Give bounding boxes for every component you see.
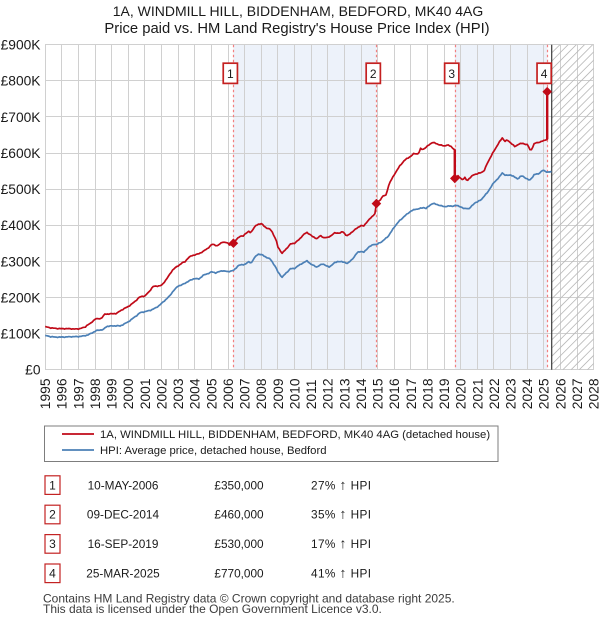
svg-text:2028: 2028 — [587, 378, 600, 409]
svg-text:Contains HM Land Registry data: Contains HM Land Registry data © Crown c… — [43, 592, 455, 606]
svg-text:2017: 2017 — [404, 378, 419, 409]
svg-text:2009: 2009 — [271, 378, 286, 409]
svg-text:2000: 2000 — [121, 378, 136, 409]
svg-text:2027: 2027 — [570, 378, 585, 409]
svg-text:35% ↑ HPI: 35% ↑ HPI — [311, 506, 371, 522]
svg-text:10-MAY-2006: 10-MAY-2006 — [88, 478, 159, 492]
svg-text:2007: 2007 — [238, 378, 253, 409]
svg-text:41% ↑ HPI: 41% ↑ HPI — [311, 565, 371, 581]
svg-text:£530,000: £530,000 — [214, 537, 264, 551]
svg-text:£460,000: £460,000 — [214, 508, 264, 522]
svg-text:£500K: £500K — [1, 182, 42, 197]
svg-text:2020: 2020 — [454, 378, 469, 409]
svg-text:25-MAR-2025: 25-MAR-2025 — [86, 567, 160, 581]
svg-text:2005: 2005 — [204, 378, 219, 409]
svg-text:2016: 2016 — [387, 378, 402, 409]
svg-text:2014: 2014 — [354, 378, 369, 409]
svg-text:Price paid vs. HM Land Registr: Price paid vs. HM Land Registry's House … — [104, 21, 489, 37]
svg-text:16-SEP-2019: 16-SEP-2019 — [88, 537, 159, 551]
svg-text:1A, WINDMILL HILL, BIDDENHAM,: 1A, WINDMILL HILL, BIDDENHAM, BEDFORD, M… — [113, 3, 484, 19]
svg-text:£900K: £900K — [1, 38, 42, 53]
svg-text:2: 2 — [370, 67, 377, 81]
svg-text:2023: 2023 — [503, 378, 518, 409]
svg-text:1: 1 — [49, 478, 56, 492]
svg-text:4: 4 — [541, 67, 548, 81]
svg-text:4: 4 — [49, 567, 56, 581]
svg-text:£300K: £300K — [1, 254, 42, 269]
svg-text:1998: 1998 — [88, 378, 103, 409]
svg-text:£600K: £600K — [1, 146, 42, 161]
svg-text:09-DEC-2014: 09-DEC-2014 — [87, 508, 160, 522]
svg-text:1997: 1997 — [71, 378, 86, 409]
svg-text:1999: 1999 — [105, 378, 120, 409]
svg-text:£0: £0 — [25, 363, 41, 378]
svg-text:2024: 2024 — [520, 378, 535, 409]
svg-text:2022: 2022 — [487, 378, 502, 409]
svg-text:1996: 1996 — [55, 378, 70, 409]
svg-text:2002: 2002 — [154, 378, 169, 409]
svg-text:2003: 2003 — [171, 378, 186, 409]
svg-text:27% ↑ HPI: 27% ↑ HPI — [311, 476, 371, 492]
svg-text:1995: 1995 — [38, 378, 53, 409]
svg-text:2008: 2008 — [254, 378, 269, 409]
svg-text:2010: 2010 — [287, 378, 302, 409]
svg-text:2001: 2001 — [138, 378, 153, 409]
svg-text:This data is licensed under th: This data is licensed under the Open Gov… — [43, 602, 382, 616]
svg-text:2: 2 — [49, 508, 56, 522]
svg-text:2025: 2025 — [537, 378, 552, 409]
svg-text:£400K: £400K — [1, 218, 42, 233]
svg-text:£700K: £700K — [1, 110, 42, 125]
svg-text:2011: 2011 — [304, 380, 319, 410]
svg-text:2004: 2004 — [188, 378, 203, 409]
svg-text:2015: 2015 — [371, 378, 386, 409]
svg-text:£200K: £200K — [1, 291, 42, 306]
svg-text:2021: 2021 — [470, 378, 485, 409]
svg-text:2006: 2006 — [221, 378, 236, 409]
svg-text:2026: 2026 — [553, 378, 568, 409]
svg-text:HPI: Average price, detached h: HPI: Average price, detached house, Bedf… — [100, 445, 327, 457]
svg-text:£800K: £800K — [1, 74, 42, 89]
svg-text:2018: 2018 — [420, 378, 435, 409]
svg-text:17% ↑ HPI: 17% ↑ HPI — [311, 535, 371, 551]
svg-text:3: 3 — [49, 537, 56, 551]
svg-text:£350,000: £350,000 — [214, 478, 264, 492]
svg-text:1A, WINDMILL HILL, BIDDENHAM,: 1A, WINDMILL HILL, BIDDENHAM, BEDFORD, M… — [100, 429, 490, 441]
svg-text:1: 1 — [227, 67, 234, 81]
svg-text:£770,000: £770,000 — [214, 567, 264, 581]
svg-text:£100K: £100K — [1, 327, 42, 342]
svg-text:2013: 2013 — [337, 378, 352, 409]
svg-text:2012: 2012 — [321, 378, 336, 409]
svg-text:2019: 2019 — [437, 378, 452, 409]
svg-text:3: 3 — [448, 67, 455, 81]
